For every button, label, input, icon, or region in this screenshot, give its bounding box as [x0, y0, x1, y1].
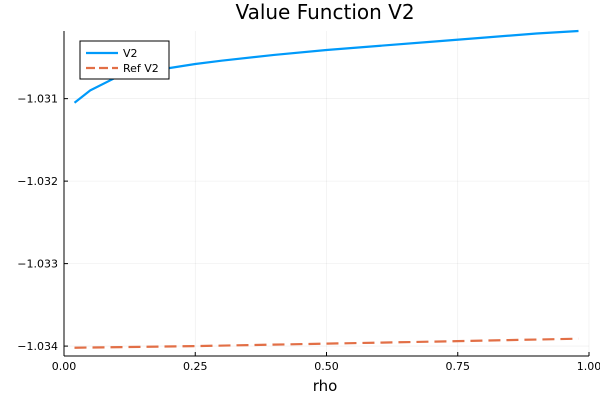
x-tick-label: 0.50 — [314, 360, 339, 373]
series-line-ref-v2 — [74, 337, 579, 349]
x-tick-label: 0.75 — [446, 360, 471, 373]
axes: 0.00 0.25 0.50 0.75 1.00 −1.031 −1.032 −1.033 −1… — [17, 31, 600, 373]
x-tick-label: 0.25 — [183, 360, 208, 373]
y-tick-label: −1.031 — [17, 93, 58, 106]
x-tick-label: 0.00 — [52, 360, 77, 373]
grid — [63, 31, 590, 356]
legend-box — [79, 40, 170, 80]
legend-label: V2 — [123, 47, 138, 60]
y-tick-label: −1.032 — [17, 175, 58, 188]
x-axis-title: rho — [313, 377, 338, 395]
legend: V2 Ref V2 — [79, 40, 170, 80]
y-tick-label: −1.034 — [17, 340, 58, 353]
x-tick-label: 1.00 — [577, 360, 600, 373]
chart-title: Value Function V2 — [235, 0, 414, 24]
legend-label: Ref V2 — [123, 62, 159, 75]
y-tick-label: −1.033 — [17, 258, 58, 271]
